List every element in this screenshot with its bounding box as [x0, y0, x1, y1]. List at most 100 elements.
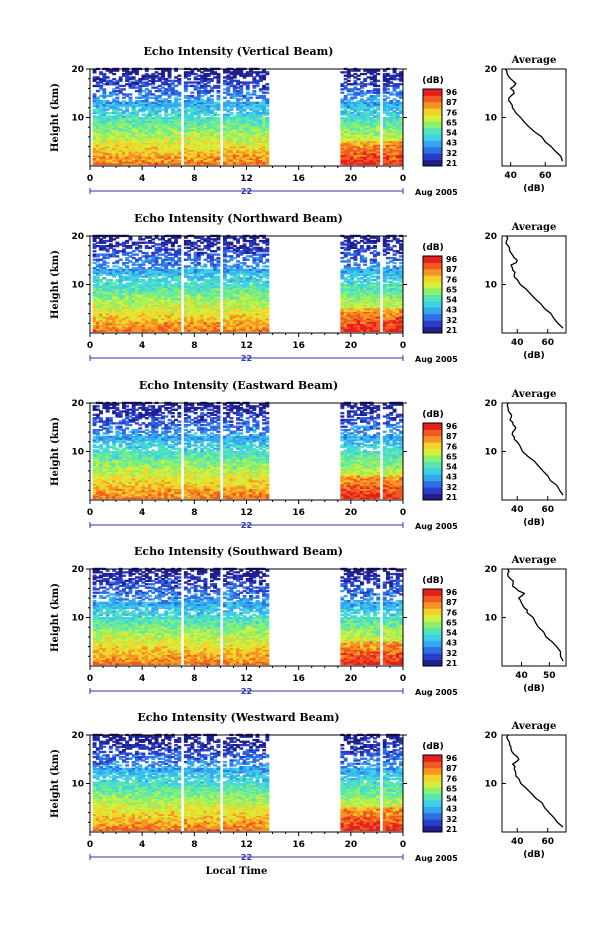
heatmap-cell — [102, 284, 107, 287]
heatmap-cell — [128, 151, 133, 154]
heatmap-cell — [226, 159, 231, 162]
heatmap-cell — [223, 76, 227, 79]
heatmap-cell — [265, 142, 270, 145]
heatmap — [92, 67, 403, 166]
heatmap-cell — [141, 83, 146, 86]
heatmap-cell — [154, 156, 159, 159]
heatmap-cell — [138, 88, 143, 91]
heatmap-cell — [92, 120, 97, 123]
heatmap-cell — [236, 130, 240, 133]
heatmap-cell — [255, 162, 260, 166]
heatmap-cell — [343, 103, 348, 106]
heatmap-cell — [395, 144, 400, 147]
heatmap-cell — [115, 151, 120, 154]
heatmap-cell — [353, 72, 358, 76]
heatmap-cell — [226, 152, 231, 155]
heatmap-cell — [376, 159, 381, 162]
heatmap-cell — [174, 132, 178, 135]
heatmap-cell — [167, 329, 172, 333]
heatmap-cell — [144, 137, 149, 140]
colorbar-tick-label: 76 — [446, 108, 458, 117]
heatmap-cell — [105, 134, 110, 137]
heatmap-cell — [99, 142, 103, 145]
heatmap-cell — [102, 245, 107, 248]
heatmap-cell — [170, 323, 175, 326]
heatmap-cell — [236, 128, 240, 132]
heatmap-cell — [167, 289, 172, 292]
heatmap-cell — [249, 157, 253, 161]
heatmap-cell — [141, 292, 146, 295]
heatmap-cell — [213, 144, 218, 147]
heatmap-cell — [363, 156, 368, 159]
heatmap-cell — [206, 280, 211, 283]
heatmap-cell — [115, 260, 120, 263]
heatmap-cell — [105, 81, 110, 84]
heatmap-cell — [141, 149, 146, 152]
heatmap-cell — [157, 248, 162, 251]
heatmap-cell — [154, 135, 159, 138]
heatmap-cell — [108, 79, 113, 82]
heatmap-cell — [108, 157, 113, 161]
heatmap-cell — [262, 69, 266, 72]
heatmap-cell — [118, 270, 123, 273]
heatmap-cell — [183, 328, 188, 331]
heatmap-cell — [392, 134, 397, 137]
heatmap-cell — [164, 307, 169, 311]
heatmap-cell — [135, 156, 139, 159]
heatmap-cell — [392, 162, 397, 166]
heatmap-cell — [141, 261, 146, 265]
heatmap-cell — [203, 329, 208, 333]
heatmap-cell — [115, 127, 120, 130]
heatmap-cell — [144, 74, 149, 77]
heatmap-cell — [177, 258, 182, 261]
heatmap-cell — [108, 125, 113, 128]
heatmap-cell — [95, 297, 100, 300]
heatmap-cell — [193, 157, 198, 161]
heatmap-cell — [144, 268, 149, 271]
heatmap-cell — [389, 125, 394, 128]
heatmap-cell — [118, 123, 123, 127]
heatmap-cell — [135, 83, 139, 86]
heatmap-cell — [216, 118, 221, 121]
heatmap-cell — [232, 145, 237, 149]
heatmap-cell — [99, 151, 103, 154]
heatmap-cell — [144, 273, 149, 277]
heatmap-cell — [346, 101, 351, 104]
heatmap-cell — [118, 135, 123, 138]
heatmap-cell — [135, 307, 139, 311]
heatmap-cell — [112, 248, 117, 251]
heatmap-cell — [141, 290, 146, 294]
heatmap-cell — [115, 321, 120, 324]
heatmap-cell — [399, 154, 403, 157]
heatmap-cell — [376, 154, 381, 157]
heatmap-cell — [340, 103, 345, 106]
heatmap-cell — [131, 280, 136, 283]
heatmap-cell — [108, 323, 113, 326]
heatmap-cell — [353, 86, 358, 89]
heatmap-cell — [164, 79, 169, 82]
heatmap-cell — [174, 311, 178, 314]
heatmap-cell — [399, 78, 403, 81]
heatmap-cell — [239, 123, 244, 127]
heatmap-cell — [360, 152, 364, 155]
heatmap-cell — [151, 125, 156, 128]
heatmap-cell — [112, 319, 117, 322]
heatmap-cell — [167, 79, 172, 82]
heatmap-cell — [102, 246, 107, 249]
heatmap-cell — [389, 74, 394, 77]
heatmap-cell — [210, 316, 214, 319]
heatmap-cell — [167, 127, 172, 130]
heatmap-cell — [203, 278, 208, 282]
heatmap-cell — [122, 289, 126, 292]
heatmap-cell — [196, 307, 201, 311]
heatmap-cell — [174, 154, 178, 157]
heatmap-cell — [382, 106, 387, 110]
heatmap-cell — [164, 251, 169, 255]
heatmap-cell — [105, 115, 110, 118]
heatmap-cell — [196, 69, 201, 72]
heatmap-cell — [105, 156, 110, 159]
heatmap-cell — [382, 135, 387, 138]
heatmap-cell — [151, 74, 156, 77]
heatmap-cell — [343, 118, 348, 121]
heatmap-cell — [151, 123, 156, 127]
